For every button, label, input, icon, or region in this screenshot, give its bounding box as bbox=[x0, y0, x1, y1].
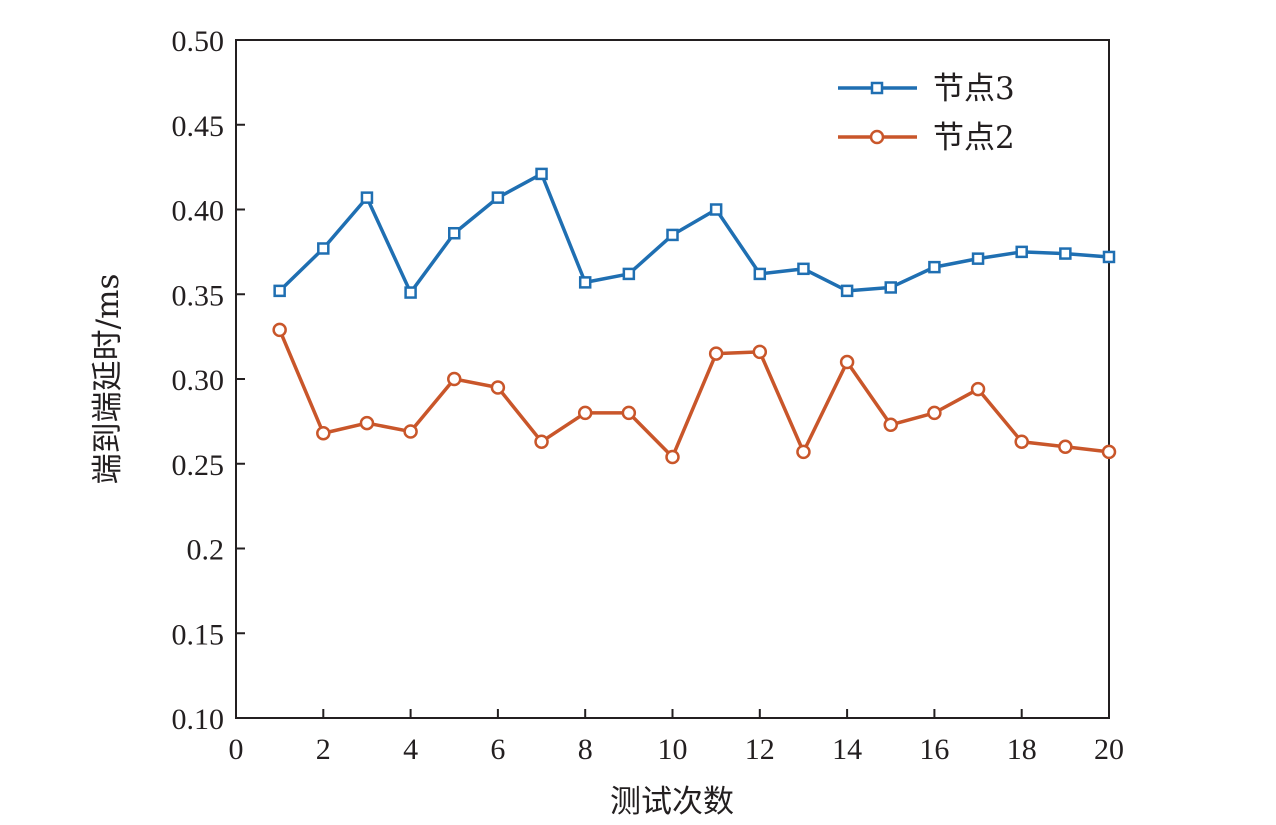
y-tick-label: 0.35 bbox=[172, 279, 225, 312]
data-point-square bbox=[535, 167, 548, 181]
data-point-circle bbox=[752, 344, 768, 360]
x-axis-title: 测试次数 bbox=[610, 784, 734, 820]
data-point-square bbox=[317, 242, 330, 255]
data-point-square bbox=[928, 260, 941, 274]
data-point-square bbox=[273, 284, 286, 298]
x-tick-label: 4 bbox=[403, 733, 418, 766]
data-point-square bbox=[1015, 245, 1028, 259]
y-tick-label: 0.15 bbox=[172, 618, 225, 651]
data-point-circle bbox=[708, 346, 724, 361]
legend-label-series-2: 节点2 bbox=[933, 120, 1015, 156]
data-point-circle bbox=[970, 381, 986, 397]
legend-marker-square-icon bbox=[870, 81, 884, 95]
data-point-square bbox=[753, 267, 767, 281]
x-tick-label: 0 bbox=[229, 733, 244, 766]
legend-item-series-1: 节点3 bbox=[838, 71, 1015, 107]
data-point-square bbox=[491, 191, 505, 204]
y-tick-label: 0.25 bbox=[172, 449, 225, 482]
data-point-square bbox=[448, 226, 461, 240]
data-point-circle bbox=[316, 425, 331, 441]
data-point-square bbox=[1059, 247, 1072, 260]
data-point-circle bbox=[490, 380, 506, 395]
y-axis-title: 端到端延时/ms bbox=[90, 274, 126, 485]
data-point-circle bbox=[839, 354, 855, 370]
data-point-circle bbox=[621, 405, 637, 421]
data-point-square bbox=[840, 284, 854, 298]
data-point-circle bbox=[883, 417, 898, 433]
data-point-square bbox=[622, 267, 636, 281]
y-tick-label: 0.10 bbox=[172, 703, 225, 736]
x-tick-label: 2 bbox=[316, 733, 331, 766]
data-point-circle bbox=[272, 322, 287, 338]
series-layer bbox=[272, 167, 1117, 465]
data-point-square bbox=[404, 286, 417, 299]
data-point-circle bbox=[359, 415, 375, 431]
legend-marker-circle-icon bbox=[869, 129, 885, 145]
x-tick-label: 8 bbox=[578, 733, 593, 766]
x-tick-label: 18 bbox=[1007, 733, 1037, 766]
data-point-circle bbox=[796, 444, 811, 460]
data-point-circle bbox=[1058, 439, 1073, 455]
legend: 节点3 节点2 bbox=[838, 71, 1015, 156]
data-point-square bbox=[884, 281, 897, 294]
x-tick-label: 20 bbox=[1094, 733, 1124, 766]
y-tick-label: 0.30 bbox=[172, 364, 225, 397]
data-point-circle bbox=[1101, 444, 1117, 460]
y-tick-label: 0.50 bbox=[172, 25, 225, 58]
y-tick-label: 0.45 bbox=[172, 110, 225, 143]
x-tick-label: 12 bbox=[745, 733, 775, 766]
x-tick-label: 10 bbox=[658, 733, 688, 766]
data-point-square bbox=[578, 276, 592, 289]
data-point-square bbox=[971, 252, 985, 265]
data-point-square bbox=[797, 262, 810, 276]
y-tick-label: 0.2 bbox=[187, 534, 225, 567]
x-tick-label: 6 bbox=[490, 733, 505, 766]
data-point-square bbox=[709, 203, 723, 216]
data-point-square bbox=[1102, 250, 1116, 264]
x-tick-label: 14 bbox=[832, 733, 862, 766]
data-point-circle bbox=[577, 405, 593, 421]
data-point-circle bbox=[1014, 434, 1029, 449]
data-point-circle bbox=[403, 424, 418, 439]
series-1 bbox=[273, 167, 1116, 299]
data-point-circle bbox=[447, 371, 462, 387]
legend-label-series-1: 节点3 bbox=[933, 71, 1015, 107]
series-2 bbox=[272, 322, 1117, 465]
legend-item-series-2: 节点2 bbox=[838, 120, 1015, 156]
axis-ticks: 0 2 4 6 8 10 12 14 16 18 20 0.10 0.15 0.2 0.25 0.30 0.35… bbox=[172, 25, 1125, 766]
x-tick-label: 16 bbox=[919, 733, 949, 766]
series-line bbox=[278, 329, 1110, 459]
series-line bbox=[278, 172, 1110, 295]
data-point-circle bbox=[927, 405, 942, 421]
data-point-circle bbox=[665, 449, 680, 465]
data-point-square bbox=[666, 228, 679, 242]
y-tick-label: 0.40 bbox=[172, 195, 225, 228]
data-point-circle bbox=[534, 434, 549, 449]
data-point-square bbox=[360, 191, 374, 204]
